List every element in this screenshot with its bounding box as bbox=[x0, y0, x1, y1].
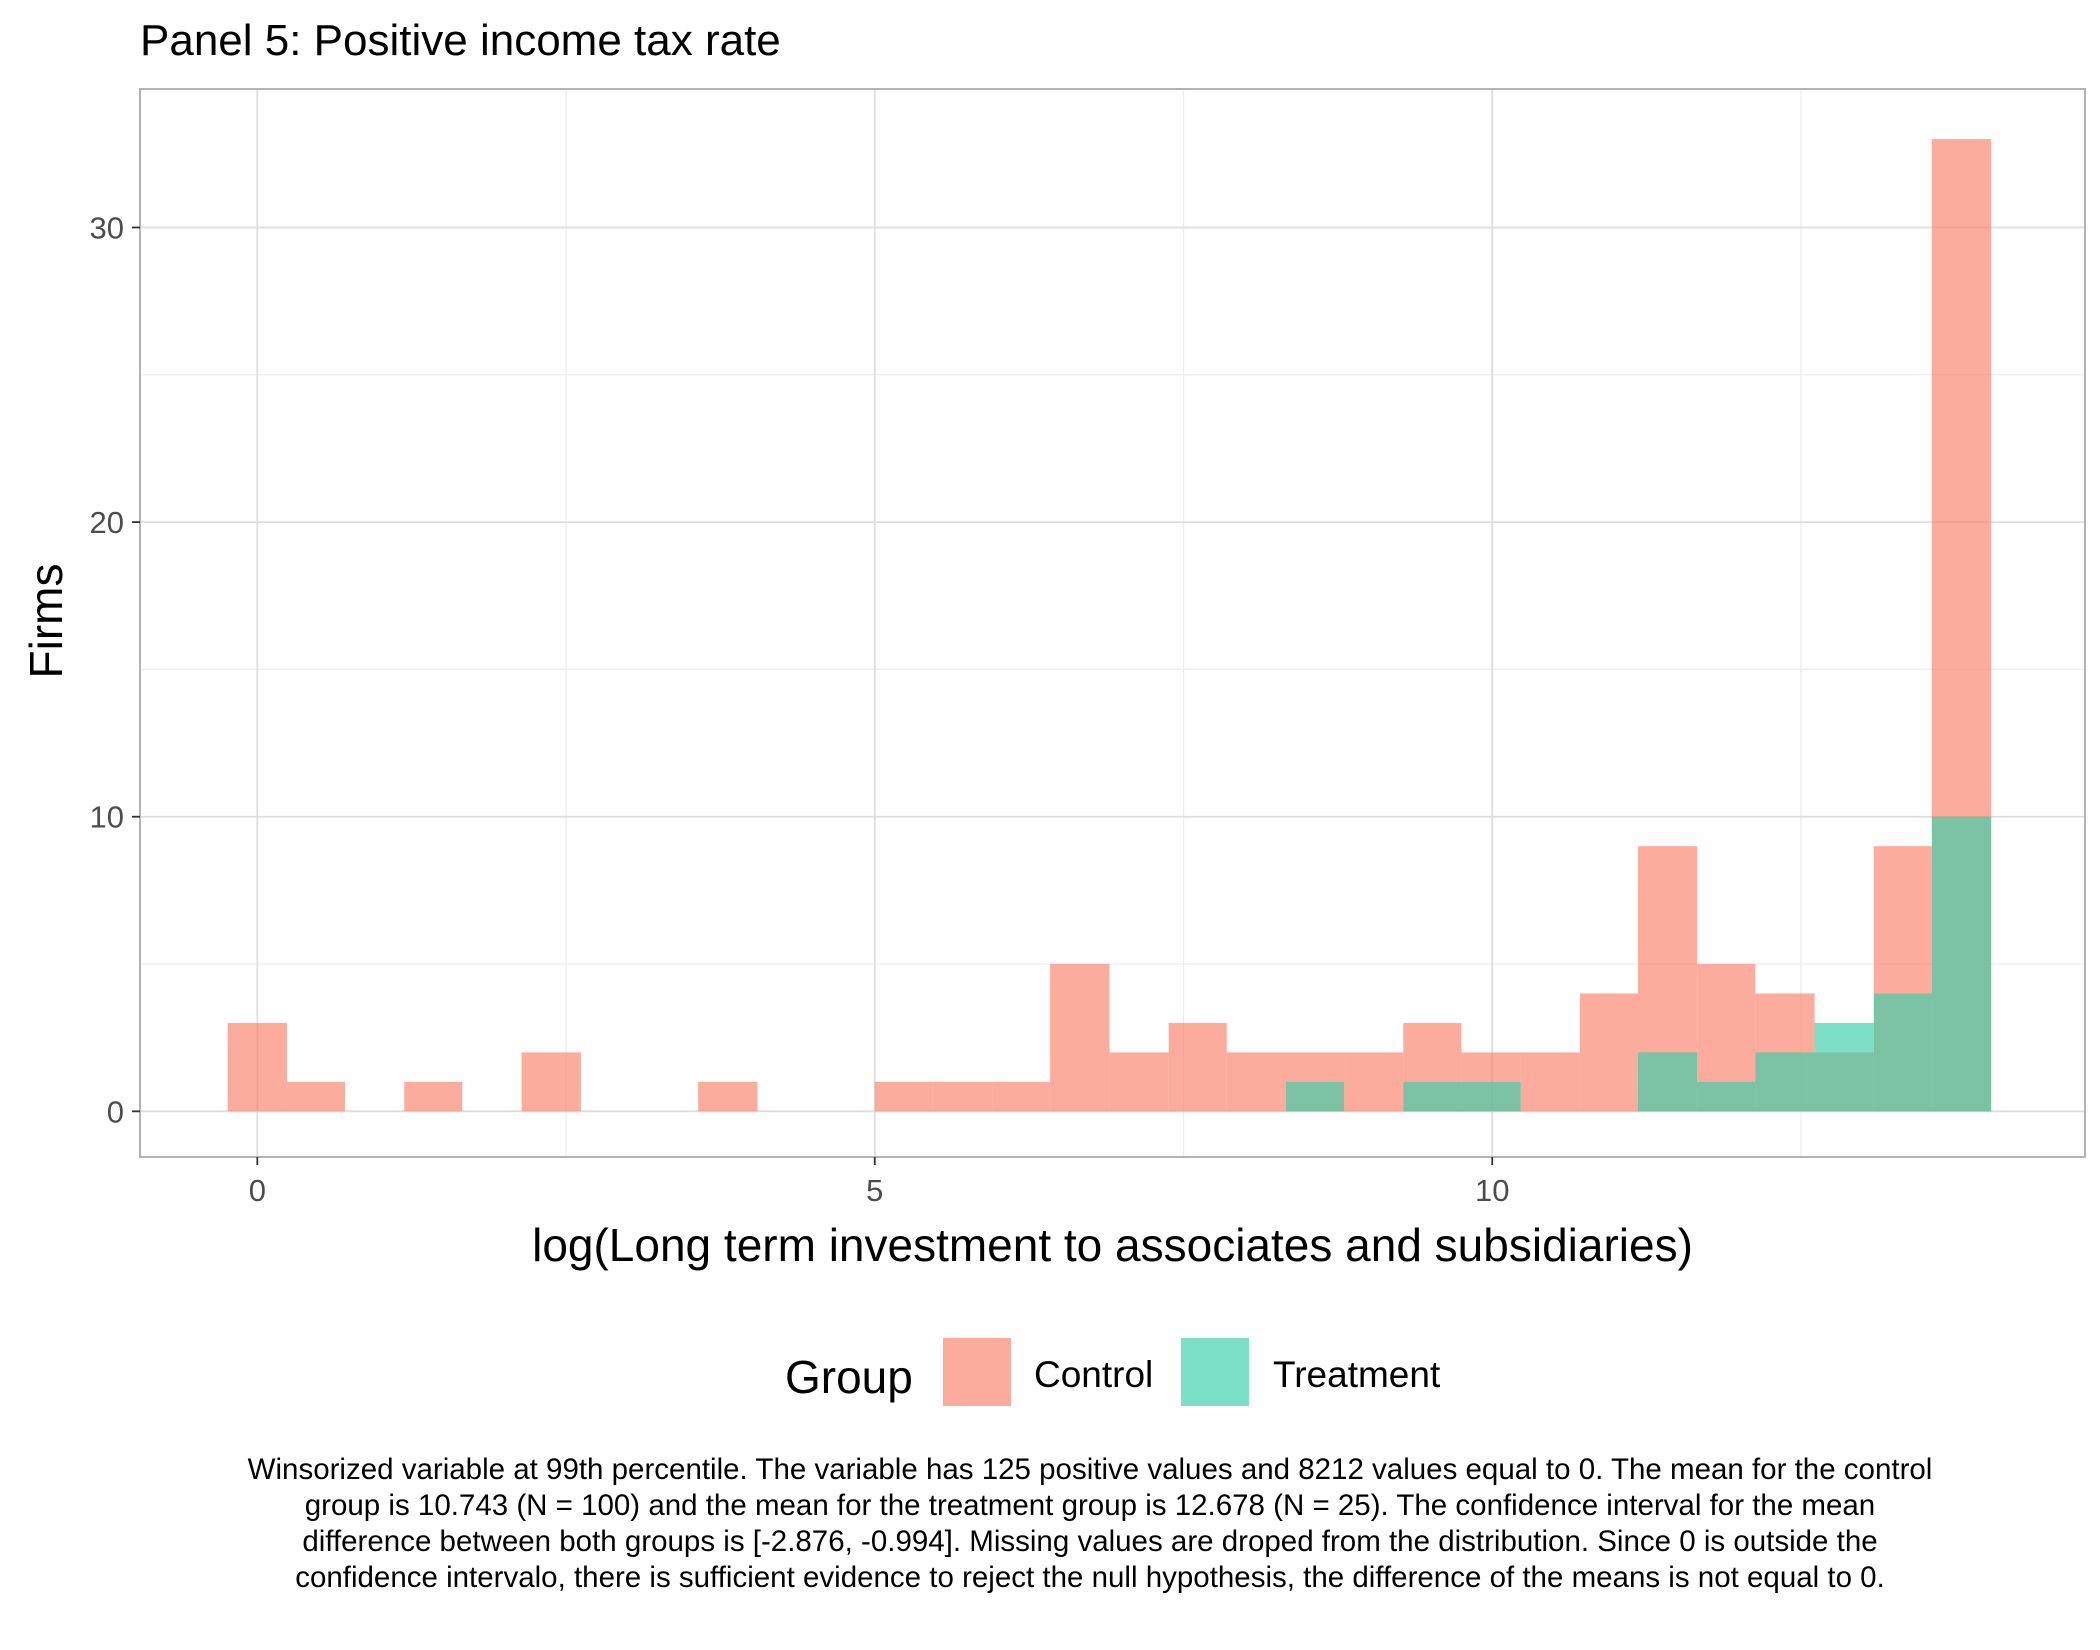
x-tick-label: 10 bbox=[1475, 1173, 1509, 1208]
bar-control bbox=[1050, 964, 1110, 1112]
axis-ticks: 0 5 10 0 10 20 30 bbox=[90, 210, 1510, 1208]
bar-control bbox=[992, 1081, 1051, 1112]
bar-control bbox=[874, 1081, 933, 1112]
bar-control bbox=[227, 1022, 287, 1112]
bar-treatment bbox=[1286, 1081, 1345, 1112]
legend-key-treatment bbox=[1181, 1338, 1249, 1406]
bar-control bbox=[1226, 1052, 1287, 1112]
bar-treatment bbox=[1873, 993, 1932, 1112]
bar-control bbox=[1344, 1052, 1404, 1112]
legend-label-treatment: Treatment bbox=[1273, 1354, 1441, 1395]
y-tick-label: 20 bbox=[90, 505, 124, 540]
bar-treatment bbox=[1461, 1081, 1521, 1112]
bar-control bbox=[404, 1081, 463, 1112]
bar-control bbox=[1579, 993, 1638, 1112]
y-tick-label: 0 bbox=[107, 1094, 124, 1129]
bar-control bbox=[1109, 1052, 1169, 1112]
bar-control bbox=[286, 1081, 345, 1112]
bar-control bbox=[698, 1081, 758, 1112]
footnote: Winsorized variable at 99th percentile. … bbox=[247, 1453, 1933, 1594]
x-axis-label: log(Long term investment to associates a… bbox=[532, 1219, 1693, 1271]
bar-control bbox=[1168, 1022, 1227, 1112]
y-tick-label: 30 bbox=[90, 210, 124, 245]
legend: Group Control Treatment bbox=[0, 1338, 2100, 1410]
series-treatment bbox=[1286, 816, 1992, 1112]
bar-treatment bbox=[1814, 1022, 1874, 1112]
bar-control bbox=[1520, 1052, 1580, 1112]
histogram-bars bbox=[227, 139, 1992, 1112]
bar-treatment bbox=[1755, 1052, 1815, 1112]
plot-panel-border bbox=[139, 88, 2086, 1158]
bar-treatment bbox=[1637, 1052, 1698, 1112]
bar-treatment bbox=[1403, 1081, 1462, 1112]
chart-title: Panel 5: Positive income tax rate bbox=[140, 16, 781, 65]
legend-label-control: Control bbox=[1034, 1354, 1154, 1395]
legend-title: Group bbox=[785, 1351, 913, 1403]
x-tick-label: 5 bbox=[866, 1173, 883, 1208]
y-tick-label: 10 bbox=[90, 800, 124, 835]
bar-treatment bbox=[1931, 816, 1992, 1112]
bar-treatment bbox=[1697, 1081, 1756, 1112]
series-control bbox=[227, 139, 1992, 1112]
x-tick-label: 0 bbox=[249, 1173, 266, 1208]
y-axis-label: Firms bbox=[20, 563, 72, 679]
legend-key-control bbox=[943, 1338, 1011, 1406]
bar-control bbox=[521, 1052, 581, 1112]
bar-control bbox=[932, 1081, 993, 1112]
